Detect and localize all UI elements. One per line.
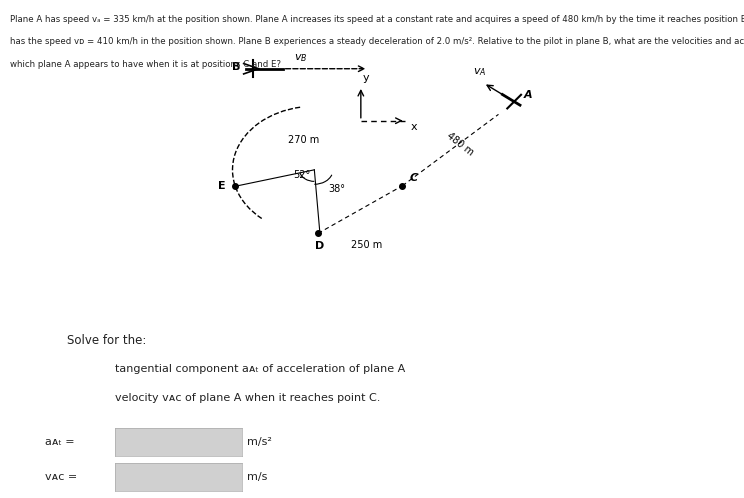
Text: 52°: 52° <box>293 170 310 180</box>
Text: velocity vᴀᴄ of plane A when it reaches point C.: velocity vᴀᴄ of plane A when it reaches … <box>115 393 381 403</box>
Text: y: y <box>363 73 369 83</box>
Text: Solve for the:: Solve for the: <box>67 334 147 347</box>
Text: D: D <box>315 242 324 251</box>
Text: Plane A has speed vₐ = 335 km/h at the position shown. Plane A increases its spe: Plane A has speed vₐ = 335 km/h at the p… <box>10 15 744 24</box>
Text: $v_A$: $v_A$ <box>473 66 487 78</box>
Text: has the speed vᴅ = 410 km/h in the position shown. Plane B experiences a steady : has the speed vᴅ = 410 km/h in the posit… <box>10 37 744 46</box>
Text: tangential component aᴀₜ of acceleration of plane A: tangential component aᴀₜ of acceleration… <box>115 364 405 374</box>
Text: C: C <box>410 173 418 183</box>
Text: aᴀₜ =: aᴀₜ = <box>45 437 74 447</box>
Text: m/s²: m/s² <box>247 437 272 447</box>
Text: 270 m: 270 m <box>287 135 319 145</box>
Text: which plane A appears to have when it is at positions C and E?: which plane A appears to have when it is… <box>10 60 280 69</box>
Text: 38°: 38° <box>329 184 345 194</box>
Text: 250 m: 250 m <box>350 240 382 250</box>
Text: vᴀᴄ =: vᴀᴄ = <box>45 472 77 482</box>
Text: $v_B$: $v_B$ <box>294 53 307 64</box>
Text: A: A <box>524 90 533 100</box>
Text: 480 m: 480 m <box>444 131 475 158</box>
Text: x: x <box>411 122 417 132</box>
Text: m/s: m/s <box>247 472 267 482</box>
Text: B: B <box>231 62 240 72</box>
Text: E: E <box>218 181 226 191</box>
